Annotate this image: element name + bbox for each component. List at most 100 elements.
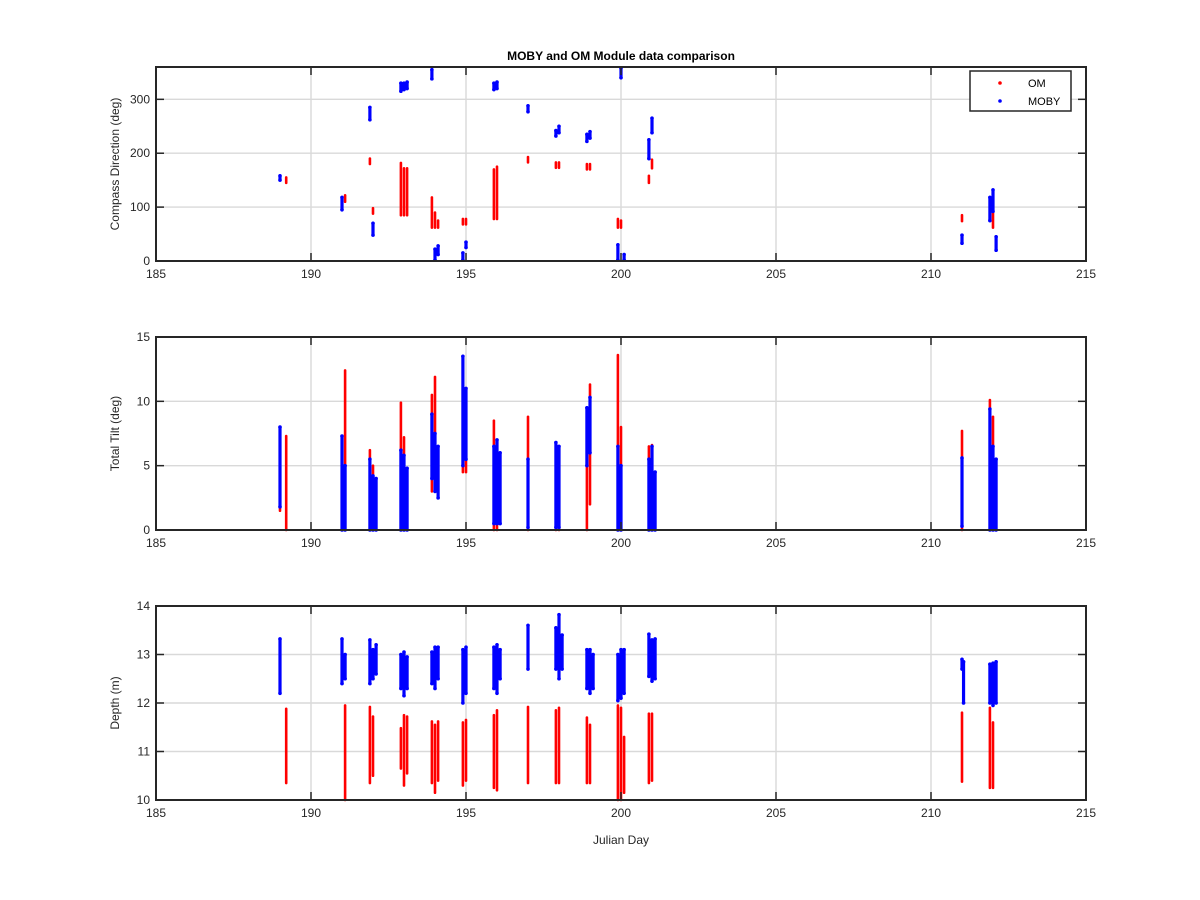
plot-panel-1: 185 190 195 200 205 210 215 0 100 200 300 Compass D… (108, 66, 1096, 281)
data-point-moby (960, 524, 964, 528)
data-point-moby (464, 386, 468, 391)
data-point-moby (994, 701, 998, 705)
data-point-moby (492, 81, 496, 85)
data-point-moby (430, 77, 434, 81)
data-point-moby (585, 686, 589, 691)
x-tick-label: 195 (456, 806, 476, 820)
data-point-moby (588, 136, 592, 140)
data-point-moby (647, 674, 651, 679)
data-point-moby (650, 130, 654, 135)
data-point-moby (988, 195, 992, 200)
data-point-moby (436, 444, 440, 449)
data-point-moby (405, 80, 409, 84)
data-point-moby (988, 218, 992, 223)
data-point-moby (619, 75, 623, 80)
data-point-moby (991, 209, 995, 214)
data-point-moby (430, 412, 434, 417)
data-point-moby (436, 645, 440, 650)
legend-marker-moby (998, 99, 1002, 103)
data-point-moby (988, 407, 992, 411)
data-point-moby (461, 463, 465, 468)
x-axis-label: Julian Day (593, 833, 649, 847)
data-point-moby (430, 476, 434, 481)
data-point-moby (554, 667, 558, 671)
data-point-moby (343, 463, 347, 468)
x-tick-label: 190 (301, 267, 321, 281)
data-point-moby (433, 645, 437, 650)
data-point-moby (588, 395, 592, 400)
data-point-moby (650, 444, 654, 449)
data-point-moby (653, 676, 657, 681)
y-tick-label: 10 (137, 394, 151, 408)
data-point-moby (492, 444, 496, 449)
y-tick-label: 0 (143, 254, 150, 268)
data-point-moby (340, 208, 344, 212)
data-point-moby (278, 637, 282, 641)
x-tick-label: 190 (301, 536, 321, 550)
data-point-moby (988, 662, 992, 666)
data-point-moby (461, 251, 465, 255)
y-tick-label: 5 (143, 459, 150, 473)
data-point-moby (647, 457, 651, 462)
x-tick-label: 190 (301, 806, 321, 820)
x-tick-label: 210 (921, 806, 941, 820)
data-point-moby (495, 691, 499, 696)
data-point-moby (991, 661, 995, 666)
x-tick-label: 205 (766, 536, 786, 550)
data-point-moby (616, 652, 620, 657)
data-point-moby (433, 489, 437, 494)
y-tick-label: 200 (130, 146, 150, 160)
x-tick-label: 205 (766, 267, 786, 281)
data-point-moby (402, 87, 406, 92)
data-point-moby (278, 691, 282, 696)
data-point-moby (495, 86, 499, 91)
data-point-moby (653, 637, 657, 641)
y-tick-label: 0 (143, 523, 150, 537)
data-point-moby (368, 681, 372, 686)
data-point-moby (371, 474, 375, 478)
data-point-moby (994, 659, 998, 664)
legend: OM MOBY (969, 70, 1072, 112)
data-point-moby (405, 466, 409, 471)
y-axis-label: Total Tilt (deg) (108, 396, 122, 471)
data-point-moby (591, 652, 595, 657)
data-point-moby (585, 132, 589, 137)
data-point-moby (557, 612, 561, 617)
data-point-moby (650, 638, 654, 642)
data-point-moby (374, 672, 378, 676)
data-point-moby (340, 434, 344, 438)
data-point-moby (498, 521, 502, 526)
data-point-moby (557, 124, 561, 129)
data-point-moby (994, 457, 998, 462)
data-point-moby (622, 252, 626, 257)
data-point-moby (436, 252, 440, 257)
data-point-moby (557, 444, 561, 449)
data-point-moby (402, 693, 406, 698)
data-point-moby (278, 174, 282, 178)
plot-panel-2: 185 190 195 200 205 210 215 0 5 10 15 Total Tilt (d… (108, 330, 1096, 550)
data-point-moby (371, 647, 375, 652)
data-point-moby (495, 643, 499, 647)
data-point-moby (374, 643, 378, 647)
y-tick-label: 14 (137, 599, 151, 613)
legend-marker-om (998, 81, 1002, 85)
data-point-moby (340, 637, 344, 641)
data-point-moby (430, 67, 434, 72)
data-point-moby (616, 698, 620, 703)
data-point-moby (433, 686, 437, 691)
data-point-moby (278, 505, 282, 509)
data-point-moby (464, 691, 468, 696)
data-point-moby (464, 645, 468, 650)
data-point-moby (399, 686, 403, 691)
data-point-moby (588, 129, 592, 134)
data-point-moby (526, 109, 530, 114)
data-point-moby (402, 453, 406, 458)
x-tick-label: 195 (456, 267, 476, 281)
data-point-moby (399, 89, 403, 94)
data-point-moby (498, 676, 502, 681)
x-tick-label: 215 (1076, 267, 1096, 281)
data-point-moby (988, 701, 992, 705)
data-point-moby (343, 652, 347, 657)
data-point-moby (554, 626, 558, 630)
